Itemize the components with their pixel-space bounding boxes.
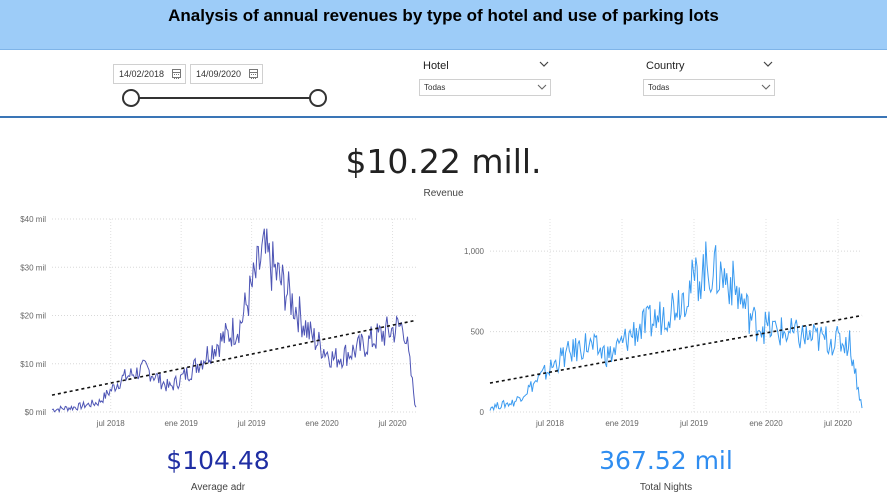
title-bar: Analysis of annual revenues by type of h… bbox=[0, 0, 887, 50]
chevron-down-icon[interactable] bbox=[763, 59, 773, 69]
x-tick-label: jul 2019 bbox=[679, 419, 709, 428]
calendar-icon[interactable] bbox=[249, 69, 258, 79]
x-tick-label: jul 2019 bbox=[237, 419, 267, 428]
hotel-slicer-title: Hotel bbox=[423, 60, 449, 72]
start-date-input[interactable]: 14/02/2018 bbox=[113, 64, 186, 84]
revenue-kpi-value: $10.22 mill. bbox=[345, 142, 542, 181]
trend-line bbox=[51, 319, 417, 396]
start-date-value: 14/02/2018 bbox=[119, 69, 165, 79]
date-range-end-handle[interactable] bbox=[309, 89, 327, 107]
y-tick-label: 1,000 bbox=[464, 247, 485, 256]
x-tick-label: jul 2020 bbox=[378, 419, 408, 428]
adr-line-chart[interactable]: $0 mil $10 mil $20 mil $30 mil $40 mil jul 20… bbox=[0, 210, 430, 439]
y-tick-label: $10 mil bbox=[20, 360, 46, 369]
nights-kpi-value: 367.52 mil bbox=[599, 446, 733, 475]
adr-kpi-label: Average adr bbox=[190, 482, 246, 493]
adr-kpi-value: $104.48 bbox=[166, 446, 270, 475]
y-tick-label: $30 mil bbox=[20, 263, 46, 272]
x-tick-label: ene 2019 bbox=[605, 419, 639, 428]
adr-chart-svg: $0 mil $10 mil $20 mil $30 mil $40 mil jul 20… bbox=[20, 215, 417, 428]
hotel-dropdown-value: Todas bbox=[424, 83, 446, 92]
x-tick-label: ene 2020 bbox=[305, 419, 339, 428]
trend-line bbox=[489, 314, 863, 384]
page-title: Analysis of annual revenues by type of h… bbox=[168, 6, 719, 25]
nights-line-chart[interactable]: 0 500 1,000 jul 2018 ene 2019 jul 2019 ene 202… bbox=[440, 210, 880, 439]
country-dropdown[interactable]: Todas bbox=[643, 79, 775, 96]
x-tick-label: ene 2020 bbox=[749, 419, 783, 428]
date-range-start-handle[interactable] bbox=[122, 89, 140, 107]
x-tick-label: jul 2018 bbox=[96, 419, 126, 428]
end-date-value: 14/09/2020 bbox=[196, 69, 242, 79]
y-tick-label: $0 mil bbox=[25, 408, 47, 417]
revenue-kpi-label: Revenue bbox=[423, 188, 464, 199]
country-slicer-title: Country bbox=[646, 60, 685, 72]
date-range-slider-track[interactable] bbox=[131, 97, 319, 99]
nights-kpi-label: Total Nights bbox=[639, 482, 693, 493]
x-tick-label: ene 2019 bbox=[164, 419, 198, 428]
calendar-icon[interactable] bbox=[172, 69, 181, 79]
x-tick-label: jul 2018 bbox=[535, 419, 565, 428]
nights-chart-svg: 0 500 1,000 jul 2018 ene 2019 jul 2019 ene 202… bbox=[464, 219, 863, 428]
y-tick-label: 500 bbox=[471, 328, 485, 337]
chevron-down-icon bbox=[537, 84, 547, 90]
y-tick-label: $40 mil bbox=[20, 215, 46, 224]
x-tick-label: jul 2020 bbox=[823, 419, 853, 428]
end-date-input[interactable]: 14/09/2020 bbox=[190, 64, 263, 84]
chevron-down-icon bbox=[761, 84, 771, 90]
chevron-down-icon[interactable] bbox=[539, 59, 549, 69]
series-line bbox=[51, 228, 417, 414]
country-dropdown-value: Todas bbox=[648, 83, 670, 92]
series-line bbox=[489, 241, 863, 412]
y-tick-label: 0 bbox=[480, 408, 485, 417]
hotel-dropdown[interactable]: Todas bbox=[419, 79, 551, 96]
y-tick-label: $20 mil bbox=[20, 312, 46, 321]
